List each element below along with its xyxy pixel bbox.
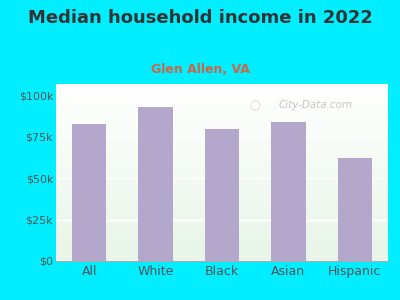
Bar <box>138 107 173 261</box>
Text: Median household income in 2022: Median household income in 2022 <box>28 9 372 27</box>
Bar <box>205 129 239 261</box>
Bar <box>271 122 306 261</box>
Bar <box>72 124 106 261</box>
Bar <box>338 158 372 261</box>
Text: Glen Allen, VA: Glen Allen, VA <box>150 63 250 76</box>
Text: ○: ○ <box>250 99 261 112</box>
Text: City-Data.com: City-Data.com <box>278 100 352 110</box>
